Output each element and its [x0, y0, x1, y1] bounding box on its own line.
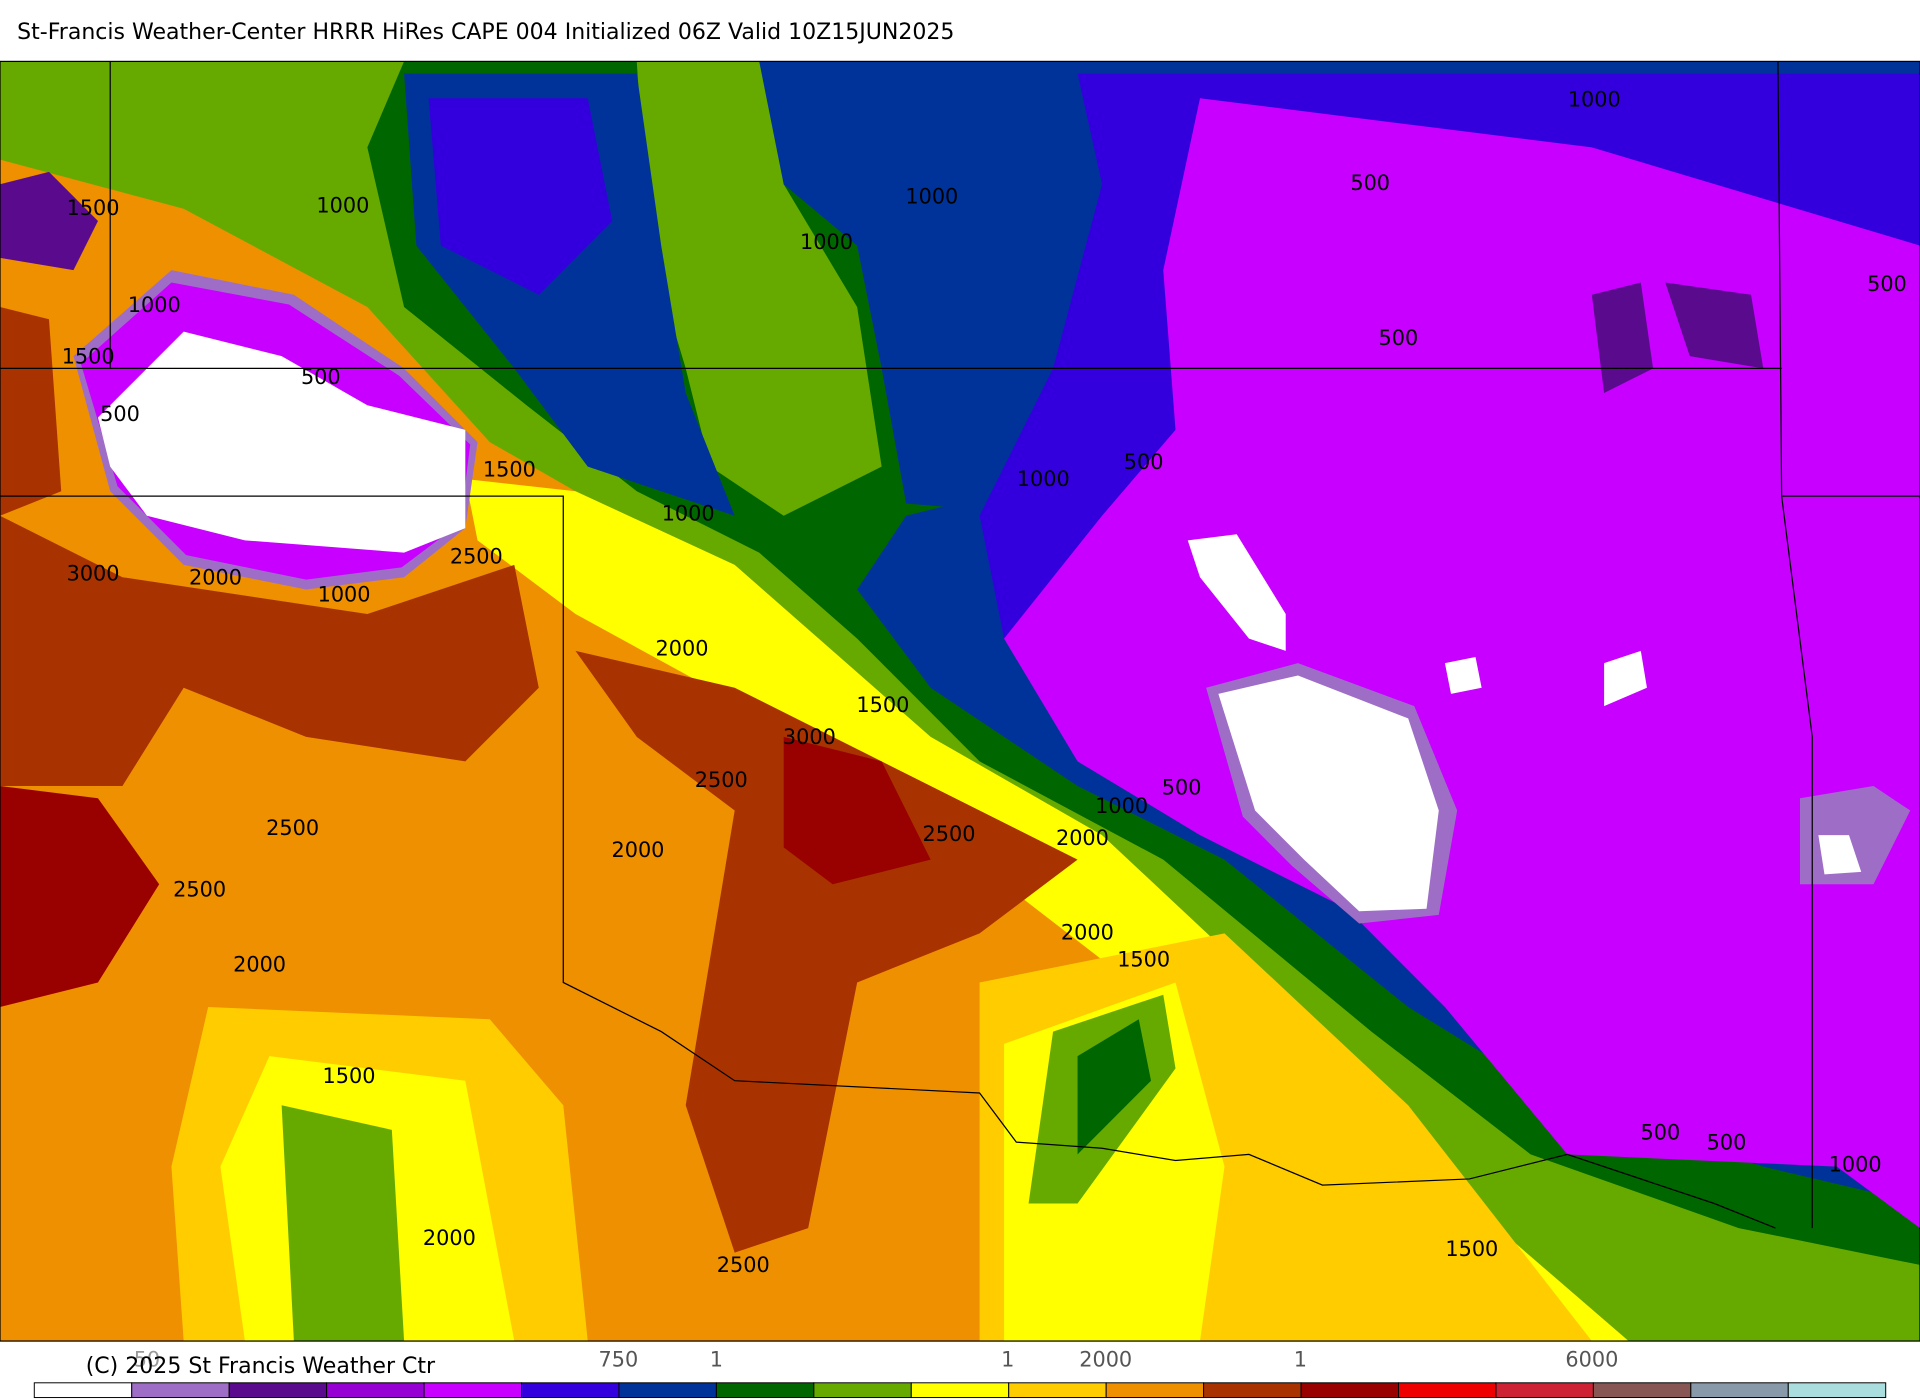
region	[0, 515, 539, 786]
map-frame	[0, 60, 1920, 1342]
contour-label: 2500	[695, 768, 748, 792]
contour-label: 1000	[905, 185, 958, 209]
colorbar: 50 750 1 1 2000 1 6000	[33, 1348, 1887, 1399]
contour-label: 1500	[67, 196, 120, 220]
contour-label: 1000	[1017, 467, 1070, 491]
colorbar-swatch	[1592, 1382, 1692, 1399]
colorbar-swatch	[33, 1382, 133, 1399]
contour-label: 500	[1124, 450, 1164, 474]
contour-label: 2500	[923, 822, 976, 846]
colorbar-swatch	[813, 1382, 912, 1399]
copyright: (C) 2025 St Francis Weather Ctr	[86, 1354, 436, 1379]
colorbar-swatch	[1690, 1382, 1789, 1399]
region	[428, 98, 613, 295]
contour-label: 1000	[1829, 1152, 1882, 1176]
contour-label: 1000	[1568, 88, 1621, 112]
colorbar-swatch	[715, 1382, 815, 1399]
region	[1187, 534, 1286, 651]
region	[1591, 282, 1654, 393]
contour-label: 500	[1379, 326, 1419, 350]
contour-label: 2000	[656, 637, 709, 661]
colorbar-swatch	[131, 1382, 230, 1399]
region	[1444, 657, 1482, 694]
contour-label: 1500	[323, 1064, 376, 1088]
contour-label: 3000	[67, 562, 120, 586]
colorbar-swatch	[1300, 1382, 1399, 1399]
colorbar-label: 1	[710, 1348, 723, 1372]
map: 1500 1000 1000 1500 500 500 1500 3000 2000 1000 25…	[0, 60, 1920, 1342]
contour-label: 2500	[173, 877, 226, 901]
contour-label: 1500	[856, 693, 909, 717]
colorbar-swatch	[1787, 1382, 1887, 1399]
contour-label: 1000	[800, 230, 853, 254]
colorbar-swatch	[326, 1382, 425, 1399]
colorbar-swatch	[1105, 1382, 1205, 1399]
contour-label: 2000	[611, 838, 664, 862]
boundary	[1777, 61, 1813, 1229]
colorbar-swatch	[1398, 1382, 1497, 1399]
region	[1604, 650, 1647, 707]
contour-label: 1500	[483, 457, 536, 481]
colorbar-swatch	[1008, 1382, 1107, 1399]
contour-label: 2000	[1061, 920, 1114, 944]
colorbar-swatch	[521, 1382, 620, 1399]
colorbar-swatch	[1495, 1382, 1594, 1399]
contour-label: 1000	[128, 293, 181, 317]
region	[1218, 675, 1439, 912]
colorbar-swatch	[910, 1382, 1010, 1399]
region	[0, 307, 62, 516]
region	[1665, 282, 1764, 369]
title: St-Francis Weather-Center HRRR HiRes CAP…	[17, 20, 954, 45]
contour-label: 1500	[62, 344, 115, 368]
colorbar-label: 6000	[1565, 1348, 1618, 1372]
contour-label: 2000	[1056, 826, 1109, 850]
contour-label: 1000	[662, 502, 715, 526]
contour-label: 500	[1162, 775, 1202, 799]
region	[1077, 1019, 1152, 1155]
region	[636, 61, 882, 516]
contour-label: 500	[100, 402, 140, 426]
colorbar-label: 750	[599, 1348, 639, 1372]
contour-label: 1500	[1117, 947, 1170, 971]
contour-label: 500	[1350, 171, 1390, 195]
colorbar-label: 1	[1294, 1348, 1307, 1372]
contour-label: 2500	[266, 816, 319, 840]
contour-label: 1500	[1445, 1237, 1498, 1261]
colorbar-swatch	[1203, 1382, 1302, 1399]
boundaries	[0, 61, 1920, 1229]
colorbar-swatch	[228, 1382, 328, 1399]
boundary	[0, 495, 1776, 1229]
region	[783, 736, 931, 885]
colorbar-label: 2000	[1079, 1348, 1132, 1372]
colorbar-swatch	[618, 1382, 717, 1399]
contour-label: 2000	[189, 565, 242, 589]
region	[0, 785, 160, 1008]
colorbar-label: 50	[134, 1348, 160, 1372]
contour-label: 2500	[450, 545, 503, 569]
contour-labels: 1500 1000 1000 1500 500 500 1500 3000 2000 1000 25…	[62, 88, 1907, 1277]
region	[575, 650, 1078, 1253]
contour-label: 3000	[783, 725, 836, 749]
region	[1818, 835, 1862, 875]
contour-label: 1000	[318, 583, 371, 607]
contour-label: 1000	[316, 193, 369, 217]
contour-label: 500	[301, 365, 341, 389]
contour-label: 500	[1641, 1120, 1681, 1144]
region	[281, 1105, 405, 1342]
region	[97, 331, 466, 553]
contour-label: 500	[1867, 272, 1907, 296]
colorbar-label: 1	[1001, 1348, 1014, 1372]
contour-label: 2000	[233, 952, 286, 976]
contour-label: 2000	[423, 1226, 476, 1250]
contour-label: 1000	[1095, 794, 1148, 818]
contour-label: 2500	[717, 1253, 770, 1277]
colorbar-swatch	[423, 1382, 522, 1399]
contour-label: 500	[1707, 1130, 1747, 1154]
